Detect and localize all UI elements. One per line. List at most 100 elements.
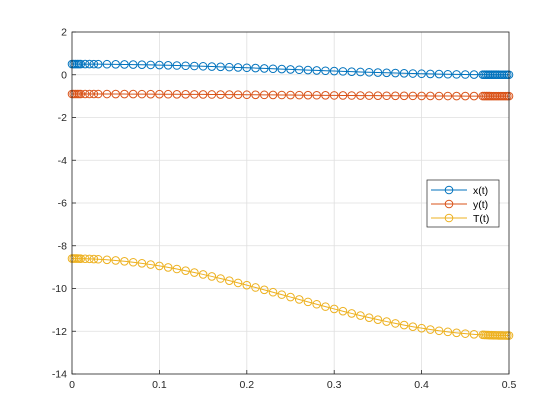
data-point-tt bbox=[426, 325, 435, 334]
legend-marker-x bbox=[444, 185, 454, 195]
data-point-xt bbox=[128, 60, 138, 69]
legend-entry-t: T(t) bbox=[431, 213, 489, 225]
legend-label-x: x(t) bbox=[473, 185, 488, 197]
data-point-tt bbox=[163, 263, 173, 272]
data-point-tt bbox=[417, 323, 426, 333]
data-point-yt bbox=[443, 91, 453, 101]
data-point-tt bbox=[277, 290, 287, 299]
data-point-yt bbox=[198, 90, 208, 99]
data-point-yt bbox=[251, 90, 260, 100]
data-point-xt bbox=[399, 69, 409, 78]
data-point-yt bbox=[461, 91, 470, 101]
data-point-xt bbox=[312, 66, 322, 75]
data-point-yt bbox=[347, 91, 356, 100]
data-point-yt bbox=[163, 89, 173, 99]
data-point-tt bbox=[303, 297, 313, 307]
x-tick-label: 0.2 bbox=[239, 379, 254, 391]
data-point-xt bbox=[181, 61, 190, 71]
data-point-yt bbox=[329, 91, 339, 100]
data-point-xt bbox=[85, 59, 94, 69]
data-point-xt bbox=[382, 68, 391, 78]
data-point-tt bbox=[356, 311, 365, 320]
data-point-xt bbox=[426, 69, 435, 79]
y-tick-label: -4 bbox=[58, 155, 67, 167]
data-point-yt bbox=[89, 89, 99, 99]
data-point-tt bbox=[102, 255, 112, 265]
y-tick-label: -6 bbox=[58, 198, 67, 210]
data-point-tt bbox=[294, 295, 304, 304]
data-point-yt bbox=[242, 90, 252, 100]
data-point-tt bbox=[181, 266, 190, 276]
data-point-tt bbox=[85, 254, 94, 264]
data-point-yt bbox=[312, 90, 322, 100]
data-point-xt bbox=[198, 61, 208, 71]
legend-label-t: T(t) bbox=[473, 213, 489, 225]
data-point-yt bbox=[137, 89, 147, 99]
data-point-xt bbox=[434, 69, 444, 79]
data-point-xt bbox=[102, 59, 112, 69]
data-point-yt bbox=[426, 91, 435, 101]
data-point-yt bbox=[469, 91, 479, 101]
data-point-yt bbox=[233, 90, 243, 99]
data-point-xt bbox=[146, 60, 155, 70]
y-tick-label: -8 bbox=[58, 240, 67, 252]
data-point-tt bbox=[172, 264, 182, 274]
data-point-xt bbox=[408, 69, 418, 78]
data-point-yt bbox=[286, 90, 295, 100]
data-point-xt bbox=[461, 70, 470, 79]
data-point-xt bbox=[259, 64, 269, 73]
data-point-tt bbox=[268, 287, 278, 297]
data-point-yt bbox=[207, 90, 217, 99]
y-tick-label: 0 bbox=[61, 69, 67, 81]
y-tick-label: -12 bbox=[52, 326, 67, 338]
data-point-xt bbox=[251, 63, 260, 73]
data-point-yt bbox=[225, 90, 234, 99]
data-point-tt bbox=[469, 330, 479, 339]
data-point-tt bbox=[93, 254, 103, 264]
data-point-yt bbox=[338, 91, 348, 100]
data-point-tt bbox=[225, 276, 234, 285]
data-point-yt bbox=[80, 89, 90, 99]
data-point-yt bbox=[408, 91, 418, 101]
legend-label-y: y(t) bbox=[473, 199, 488, 211]
y-tick-label: 2 bbox=[61, 27, 67, 39]
data-point-xt bbox=[225, 62, 234, 72]
x-tick-label: 0.5 bbox=[502, 379, 517, 391]
data-point-tt bbox=[155, 261, 164, 271]
data-point-yt bbox=[294, 90, 304, 100]
data-point-yt bbox=[216, 90, 225, 99]
data-point-xt bbox=[329, 66, 339, 76]
x-tick-label: 0.3 bbox=[327, 379, 342, 391]
data-point-xt bbox=[294, 65, 304, 75]
data-point-yt bbox=[268, 90, 278, 100]
data-point-tt bbox=[373, 315, 383, 324]
legend-marker-y bbox=[444, 199, 454, 209]
data-point-yt bbox=[85, 89, 94, 99]
x-tick-label: 0.4 bbox=[414, 379, 429, 391]
data-point-xt bbox=[286, 65, 295, 74]
series-tt bbox=[67, 254, 514, 340]
data-point-xt bbox=[443, 69, 453, 79]
data-point-yt bbox=[111, 89, 120, 99]
data-point-tt bbox=[452, 328, 461, 338]
data-point-tt bbox=[89, 254, 99, 264]
legend-entry-y: y(t) bbox=[431, 199, 488, 211]
data-point-tt bbox=[364, 313, 374, 322]
data-point-tt bbox=[190, 268, 199, 277]
data-point-yt bbox=[259, 90, 269, 100]
data-point-xt bbox=[120, 60, 129, 69]
data-point-tt bbox=[443, 327, 453, 337]
data-point-yt bbox=[391, 91, 400, 101]
data-point-tt bbox=[312, 299, 322, 309]
data-point-tt bbox=[321, 302, 330, 311]
data-point-tt bbox=[233, 278, 243, 288]
data-point-yt bbox=[93, 89, 103, 99]
data-point-xt bbox=[356, 67, 365, 77]
data-point-tt bbox=[111, 256, 120, 265]
data-point-tt bbox=[461, 329, 470, 338]
data-point-tt bbox=[286, 292, 295, 302]
data-point-tt bbox=[120, 256, 129, 266]
data-point-yt bbox=[399, 91, 409, 101]
data-point-xt bbox=[452, 70, 461, 79]
